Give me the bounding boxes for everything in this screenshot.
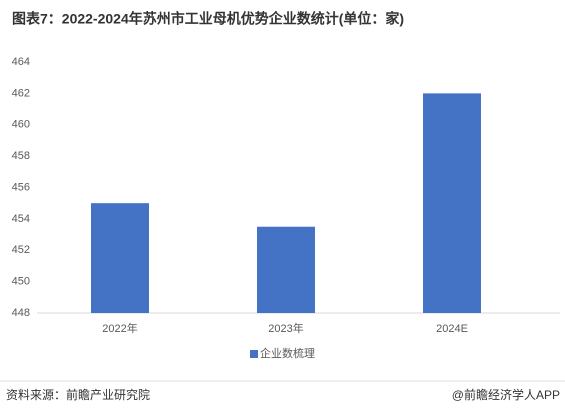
y-tick-label: 448 (12, 307, 30, 319)
x-tick-label: 2024E (436, 323, 468, 335)
legend-marker (250, 350, 258, 358)
source: 资料来源：前瞻产业研究院 (6, 387, 150, 402)
y-tick-label: 456 (12, 181, 30, 193)
y-tick-label: 458 (12, 150, 30, 162)
y-tick-label: 464 (12, 56, 30, 68)
bar (257, 226, 315, 313)
y-tick-label: 462 (12, 87, 30, 99)
x-tick-label: 2022年 (102, 321, 137, 335)
bar (91, 203, 149, 313)
brand: @前瞻经济学人APP (452, 387, 560, 402)
y-tick-label: 452 (12, 244, 30, 256)
y-tick-label: 460 (12, 119, 30, 131)
y-tick-label: 454 (12, 213, 30, 225)
y-tick-label: 450 (12, 276, 30, 288)
legend-label: 企业数梳理 (260, 346, 315, 360)
chart-title: 图表7：2022-2024年苏州市工业母机优势企业数统计(单位：家) (12, 11, 404, 27)
x-tick-label: 2023年 (268, 321, 303, 335)
bar (423, 93, 481, 313)
